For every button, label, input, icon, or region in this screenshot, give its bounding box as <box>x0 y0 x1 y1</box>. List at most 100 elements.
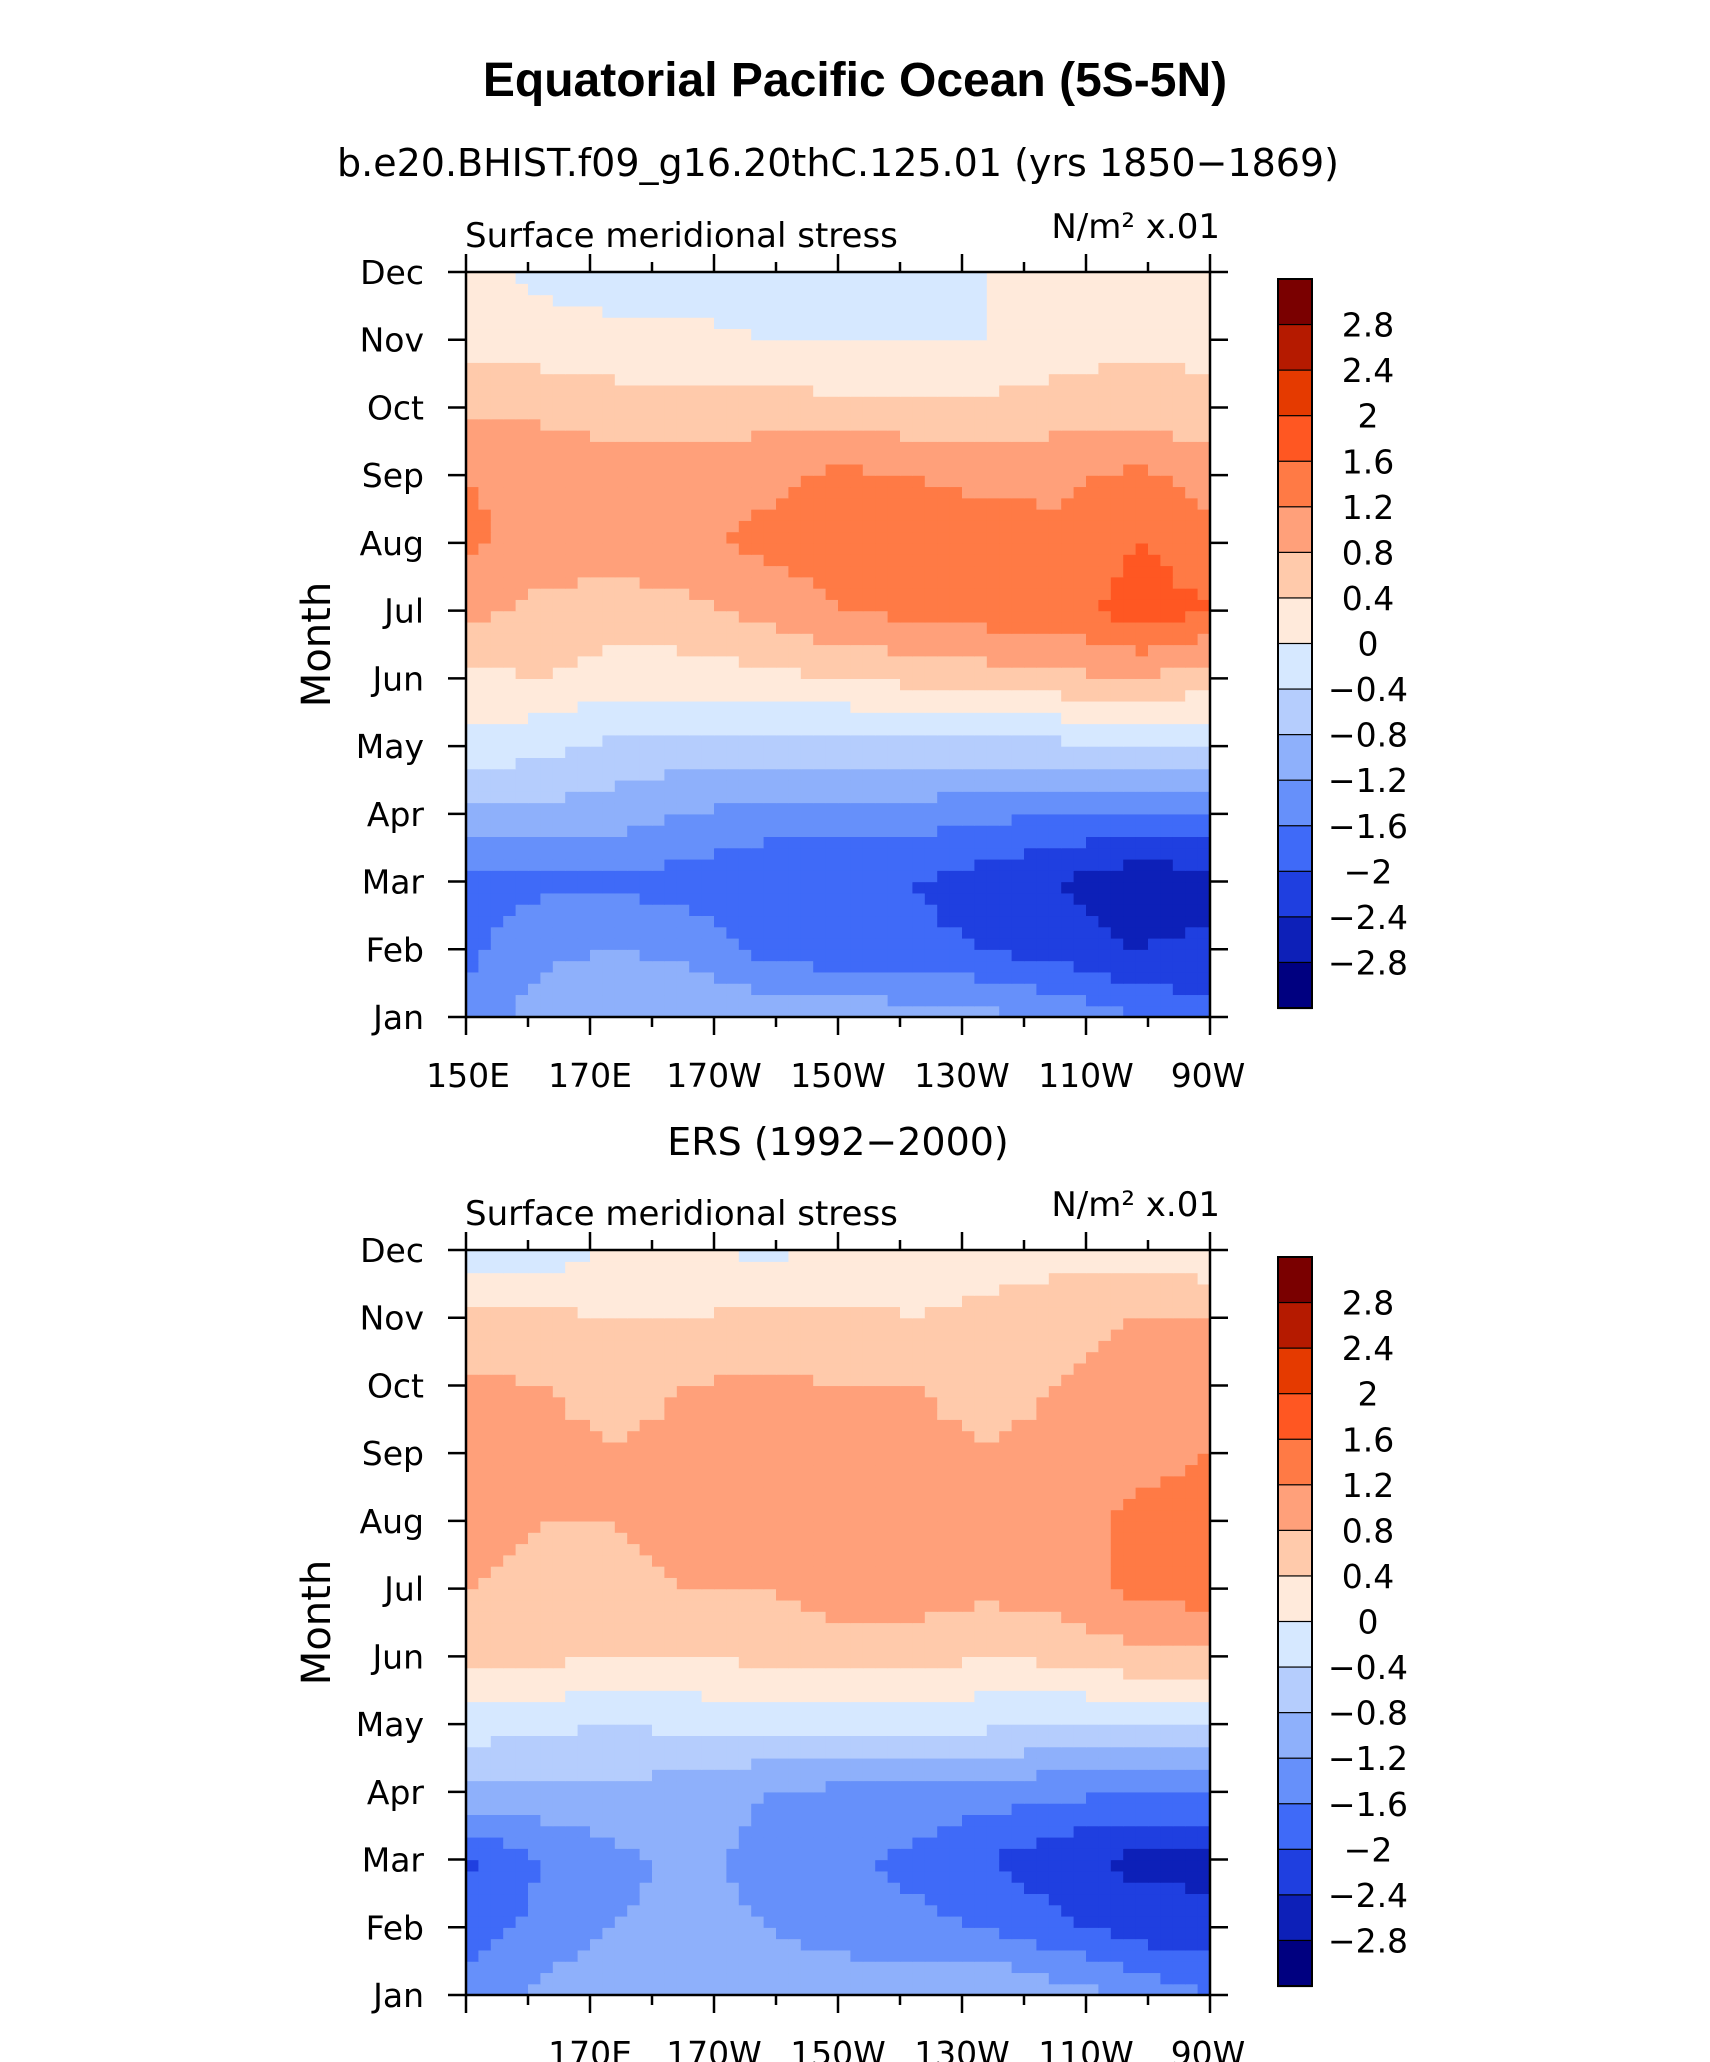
contour-cell <box>664 576 678 589</box>
contour-cell <box>763 892 777 905</box>
contour-cell <box>1024 1882 1037 1895</box>
contour-cell <box>813 272 827 284</box>
contour-cell <box>565 779 579 792</box>
contour-cell <box>999 904 1013 917</box>
contour-cell <box>900 418 913 431</box>
contour-cell <box>552 892 566 905</box>
contour-cell <box>515 836 529 849</box>
contour-cell <box>924 565 938 578</box>
contour-cell <box>676 633 690 646</box>
contour-cell <box>986 509 1000 521</box>
contour-cell <box>1185 328 1199 341</box>
contour-cell <box>503 813 517 826</box>
contour-cell <box>1197 937 1211 950</box>
contour-cell <box>1123 802 1137 815</box>
contour-cell <box>738 452 752 465</box>
contour-cell <box>1123 1893 1137 1906</box>
contour-cell <box>577 847 591 860</box>
contour-cell <box>813 983 827 996</box>
contour-cell <box>751 881 765 894</box>
contour-cell <box>627 621 641 634</box>
contour-cell <box>763 1870 777 1883</box>
contour-cell <box>1185 892 1199 905</box>
contour-cell <box>1098 655 1112 668</box>
contour-cell <box>1036 678 1050 691</box>
contour-cell <box>478 712 492 725</box>
contour-cell <box>962 1893 975 1906</box>
contour-cell <box>540 1915 554 1928</box>
contour-cell <box>751 915 765 928</box>
contour-cell <box>850 497 864 510</box>
contour-cell <box>949 1915 963 1928</box>
contour-cell <box>540 418 554 431</box>
contour-cell <box>1197 757 1211 770</box>
contour-cell <box>875 858 889 871</box>
contour-cell <box>478 937 492 950</box>
contour-cell <box>986 272 1000 284</box>
contour-cell <box>738 791 752 804</box>
contour-cell <box>900 655 913 668</box>
contour-cell <box>1073 509 1087 521</box>
contour-cell <box>838 858 851 871</box>
contour-cell <box>937 599 951 612</box>
contour-cell <box>1135 362 1149 375</box>
contour-cell <box>751 452 765 465</box>
contour-cell <box>912 994 926 1007</box>
contour-cell <box>900 1870 913 1883</box>
contour-cell <box>1135 802 1149 815</box>
contour-cell <box>850 588 864 600</box>
contour-cell <box>478 633 492 646</box>
contour-cell <box>639 644 653 657</box>
contour-cell <box>937 746 951 758</box>
contour-cell <box>949 475 963 488</box>
contour-cell <box>1135 576 1149 589</box>
contour-cell <box>788 452 802 465</box>
contour-cell <box>714 610 727 623</box>
y-tick-label: Apr <box>367 795 425 834</box>
contour-cell <box>602 1983 616 1996</box>
contour-cell <box>1135 621 1149 634</box>
contour-cell <box>937 960 951 973</box>
contour-cell <box>999 1904 1013 1917</box>
contour-cell <box>1110 1848 1124 1861</box>
contour-cell <box>813 1927 827 1940</box>
contour-cell <box>800 599 814 612</box>
contour-cell <box>676 1848 690 1861</box>
contour-cell <box>503 723 517 736</box>
contour-cell <box>974 734 988 747</box>
contour-cell <box>924 339 938 352</box>
contour-cell <box>726 678 740 691</box>
contour-cell <box>528 802 541 815</box>
contour-cell <box>726 644 740 657</box>
contour-cell <box>466 700 479 713</box>
contour-cell <box>949 1961 963 1974</box>
contour-cell <box>788 994 802 1007</box>
contour-cell <box>1123 1927 1137 1940</box>
contour-cell <box>1036 1949 1050 1962</box>
contour-cell <box>738 305 752 318</box>
contour-cell <box>1061 971 1075 984</box>
contour-cell <box>1098 870 1112 883</box>
contour-cell <box>937 542 951 555</box>
contour-cell <box>751 1848 765 1861</box>
contour-cell <box>999 407 1013 420</box>
contour-cell <box>924 599 938 612</box>
contour-cell <box>652 1825 665 1838</box>
contour-cell <box>962 971 975 984</box>
contour-cell <box>1185 486 1199 499</box>
contour-cell <box>875 328 889 341</box>
contour-cell <box>1110 452 1124 465</box>
contour-cell <box>949 1893 963 1906</box>
contour-cell <box>962 791 975 804</box>
contour-cell <box>1061 384 1075 397</box>
contour-cell <box>813 610 827 623</box>
contour-cell <box>652 644 665 657</box>
contour-cell <box>1123 317 1137 330</box>
contour-cell <box>962 881 975 894</box>
contour-cell <box>1048 723 1062 736</box>
contour-cell <box>738 949 752 962</box>
contour-cell <box>1073 937 1087 950</box>
contour-cell <box>528 452 541 465</box>
contour-cell <box>1172 294 1186 307</box>
contour-cell <box>751 1915 765 1928</box>
